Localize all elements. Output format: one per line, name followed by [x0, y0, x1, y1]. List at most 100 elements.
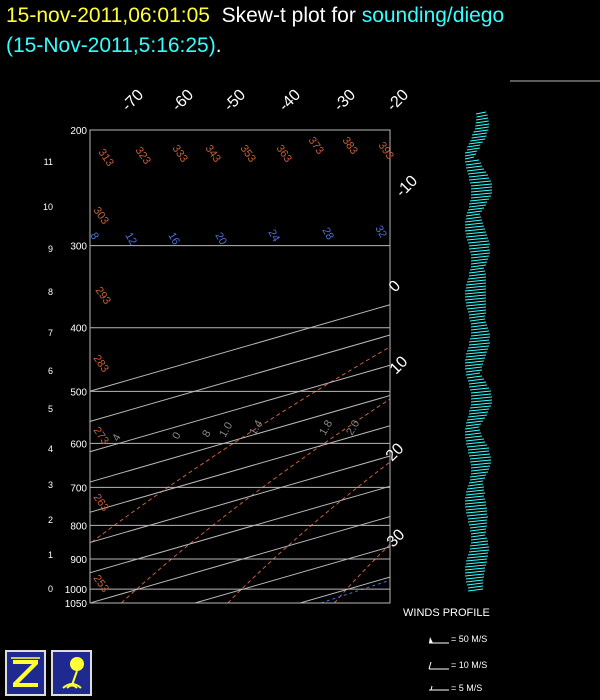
wind-barb: [465, 558, 488, 562]
wind-barb: [467, 585, 484, 589]
wind-barb: [470, 534, 486, 538]
legend-item-10: = 10 M/S: [427, 660, 487, 671]
wind-barb: [464, 288, 487, 292]
wind-barb: [468, 522, 488, 526]
mixing-ratio-label: 12: [122, 231, 139, 248]
wind-barb: [469, 387, 490, 391]
dry-adiabat-line: [227, 461, 390, 603]
antenna-logo[interactable]: [51, 650, 92, 696]
wind-barb: [468, 408, 490, 412]
wind-barb: [468, 243, 491, 247]
moist-adiabat-line: [552, 130, 600, 603]
theta-label: 343: [203, 143, 223, 165]
wind-barb-10-icon: [428, 661, 449, 670]
wind-barb: [465, 489, 485, 493]
wind-barb: [468, 384, 488, 388]
wind-barb: [466, 348, 489, 352]
isotherm-line: [90, 455, 390, 544]
wind-barb: [468, 453, 491, 457]
theta-label: 303: [91, 205, 111, 227]
height-km-label: 10: [43, 202, 53, 212]
wind-barb: [464, 435, 483, 439]
wind-barb: [465, 507, 488, 511]
mixing-ratio-label: 24: [265, 228, 282, 245]
wind-barb: [464, 228, 486, 232]
wind-barb: [467, 309, 487, 313]
wind-barb: [468, 480, 484, 484]
height-km-label: 2: [48, 515, 53, 525]
height-km-label: 5: [48, 404, 53, 414]
wind-barb: [466, 555, 489, 559]
isotherm-line: [90, 485, 390, 574]
wind-barb: [470, 252, 491, 256]
theta-label: 323: [133, 145, 153, 167]
wind-barb: [465, 438, 485, 442]
theta-label: 333: [170, 143, 190, 165]
wind-barb: [470, 537, 488, 541]
wind-barb: [469, 267, 485, 271]
wind-barb: [467, 588, 484, 592]
temperature-tick-label: 10: [387, 353, 412, 378]
wind-barb: [468, 201, 488, 205]
wind-barb: [464, 159, 480, 163]
wind-barb: [469, 528, 487, 532]
height-km-label: 0: [48, 584, 53, 594]
height-km-label: 11: [44, 157, 53, 167]
wind-barb: [465, 231, 487, 235]
wind-barb: [464, 360, 485, 364]
height-km-label: 3: [48, 480, 53, 490]
wind-barb: [470, 531, 487, 535]
isotherm-line: [510, 130, 600, 603]
wind-barb: [470, 540, 489, 544]
wind-barb: [470, 186, 493, 190]
legend-item-5: = 5 M/S: [427, 683, 482, 694]
mixing-ratio-line: [395, 246, 600, 603]
wind-barb: [470, 183, 493, 187]
wind-barb: [470, 255, 490, 259]
wind-barb: [470, 333, 491, 337]
wind-barb: [470, 324, 488, 328]
wind-barb: [470, 321, 487, 325]
wind-barb: [470, 189, 493, 193]
pressure-tick-label: 700: [70, 483, 87, 494]
wind-barb: [467, 450, 490, 454]
mixing-ratio-label: 28: [319, 226, 336, 243]
wind-barb: [470, 471, 489, 475]
wind-barb: [467, 447, 490, 451]
theta-label: 383: [340, 135, 360, 157]
wind-barb: [469, 456, 492, 460]
wind-barb: [466, 417, 486, 421]
mixing-ratio-label: 20: [212, 231, 229, 248]
wind-barb: [468, 342, 491, 346]
dry-adiabat-line: [441, 130, 600, 603]
wind-barb: [467, 144, 481, 148]
wind-barb: [468, 174, 489, 178]
wind-barb: [467, 516, 489, 520]
title-obs-time: (15-Nov-2011,5:16:25): [6, 34, 216, 57]
wind-barb: [470, 465, 491, 469]
pressure-tick-label: 900: [70, 555, 87, 566]
zebra-z-logo[interactable]: [5, 650, 46, 696]
wind-barb: [464, 366, 483, 370]
title-line-1: 15-nov-2011,06:01:05 Skew-t plot for sou…: [6, 4, 504, 28]
wind-barb: [465, 162, 482, 166]
moist-adiabat-label: 0: [170, 430, 183, 441]
wind-barb: [465, 372, 481, 376]
wind-barb: [468, 204, 487, 208]
dry-adiabat-line: [547, 130, 600, 603]
wind-barb: [466, 168, 485, 172]
wind-barb: [476, 114, 488, 118]
wind-barb: [470, 192, 493, 196]
theta-label: 313: [96, 147, 116, 169]
wind-barb: [467, 345, 490, 349]
wind-barb: [465, 423, 482, 427]
wind-barb: [468, 177, 490, 181]
height-km-label: 1: [48, 550, 53, 560]
wind-barb: [467, 378, 485, 382]
wind-barb: [468, 381, 487, 385]
legend-title: WINDS PROFILE: [403, 607, 490, 619]
pressure-tick-label: 400: [70, 324, 87, 335]
wind-barb: [465, 561, 488, 565]
dry-adiabat-line: [333, 543, 390, 603]
